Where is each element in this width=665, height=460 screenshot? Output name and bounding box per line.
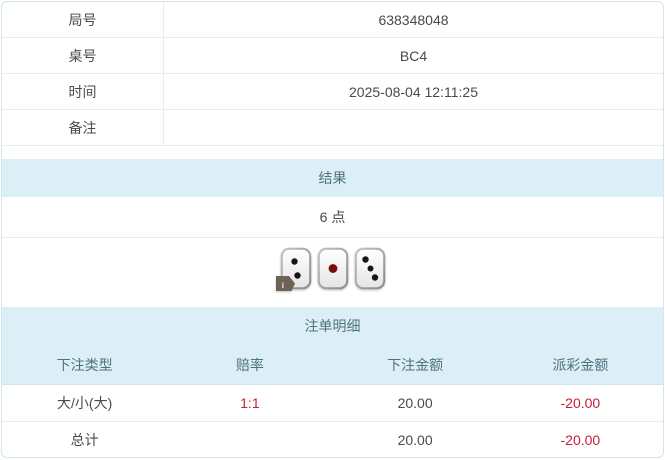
svg-text:i: i xyxy=(281,281,283,290)
